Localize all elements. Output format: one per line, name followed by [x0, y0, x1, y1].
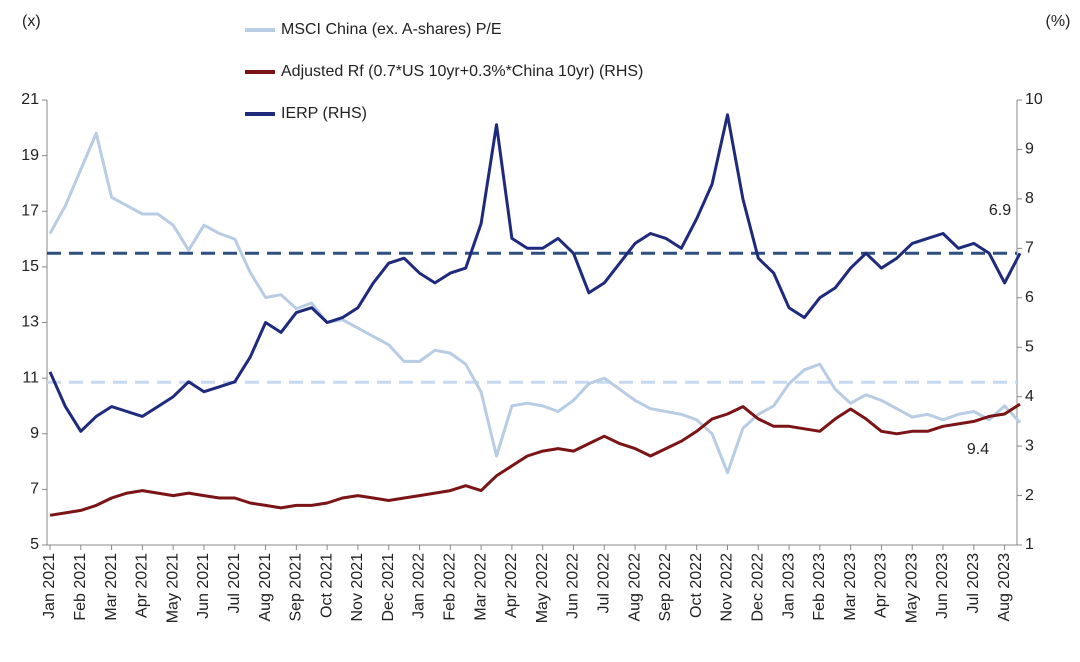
x-tick-label: Nov 2022 [719, 553, 736, 622]
x-tick-label: Jul 2021 [226, 553, 243, 614]
x-tick-label: Jun 2021 [195, 553, 212, 619]
x-tick-label: Feb 2023 [811, 553, 828, 621]
y2-tick-label: 1 [1025, 536, 1034, 553]
x-tick-label: Aug 2023 [996, 553, 1013, 622]
x-tick-label: Aug 2021 [257, 553, 274, 622]
x-tick-label: May 2021 [164, 553, 181, 623]
y2-tick-label: 2 [1025, 487, 1034, 504]
x-tick-label: Dec 2022 [749, 553, 766, 622]
x-tick-label: Oct 2022 [688, 553, 705, 618]
y-tick-label: 5 [30, 536, 39, 553]
x-tick-label: Jan 2021 [41, 553, 58, 619]
y2-tick-label: 8 [1025, 190, 1034, 207]
y2-tick-label: 4 [1025, 388, 1034, 405]
y-tick-label: 11 [22, 369, 39, 386]
x-tick-label: Feb 2022 [442, 553, 459, 621]
x-tick-label: Jan 2023 [780, 553, 797, 619]
annotation: 9.4 [967, 441, 989, 458]
x-tick-label: Sep 2022 [657, 553, 674, 622]
y2-tick-label: 7 [1025, 240, 1034, 257]
x-tick-label: Jun 2022 [565, 553, 582, 619]
legend-label: Adjusted Rf (0.7*US 10yr+0.3%*China 10yr… [281, 63, 643, 80]
y2-tick-label: 10 [1025, 91, 1043, 108]
x-tick-label: Apr 2022 [503, 553, 520, 618]
x-tick-label: Jan 2022 [411, 553, 428, 619]
x-tick-label: Dec 2021 [380, 553, 397, 622]
y-tick-label: 15 [21, 258, 39, 275]
y-tick-label: 17 [21, 202, 39, 219]
series-line [48, 131, 1022, 475]
legend-label: IERP (RHS) [281, 105, 367, 122]
y2-unit-label: (%) [1046, 13, 1071, 30]
x-tick-label: Aug 2022 [626, 553, 643, 622]
y2-tick-label: 5 [1025, 338, 1034, 355]
x-tick-label: Jul 2022 [596, 553, 613, 614]
x-tick-label: Mar 2023 [842, 553, 859, 621]
y-tick-label: 7 [30, 481, 39, 498]
y2-tick-label: 3 [1025, 437, 1034, 454]
x-tick-label: Apr 2023 [873, 553, 890, 618]
series-line [49, 402, 1021, 517]
x-tick-label: Jun 2023 [934, 553, 951, 619]
x-tick-label: Nov 2021 [349, 553, 366, 622]
y2-tick-label: 9 [1025, 141, 1034, 158]
series-line [48, 113, 1022, 433]
y-tick-label: 21 [21, 91, 39, 108]
x-tick-label: May 2023 [903, 553, 920, 623]
x-tick-label: Jul 2023 [965, 553, 982, 614]
y2-tick-label: 6 [1025, 289, 1034, 306]
x-tick-label: Oct 2021 [318, 553, 335, 618]
y-unit-label: (x) [22, 13, 41, 30]
annotation: 6.9 [989, 202, 1011, 219]
x-tick-label: Feb 2021 [72, 553, 89, 621]
x-tick-label: Mar 2022 [472, 553, 489, 621]
legend-label: MSCI China (ex. A-shares) P/E [281, 21, 502, 38]
x-tick-label: Apr 2021 [134, 553, 151, 618]
y-tick-label: 9 [30, 425, 39, 442]
y-tick-label: 19 [21, 147, 39, 164]
y-tick-label: 13 [21, 314, 39, 331]
x-tick-label: May 2022 [534, 553, 551, 623]
x-tick-label: Sep 2021 [288, 553, 305, 622]
x-tick-label: Mar 2021 [103, 553, 120, 621]
